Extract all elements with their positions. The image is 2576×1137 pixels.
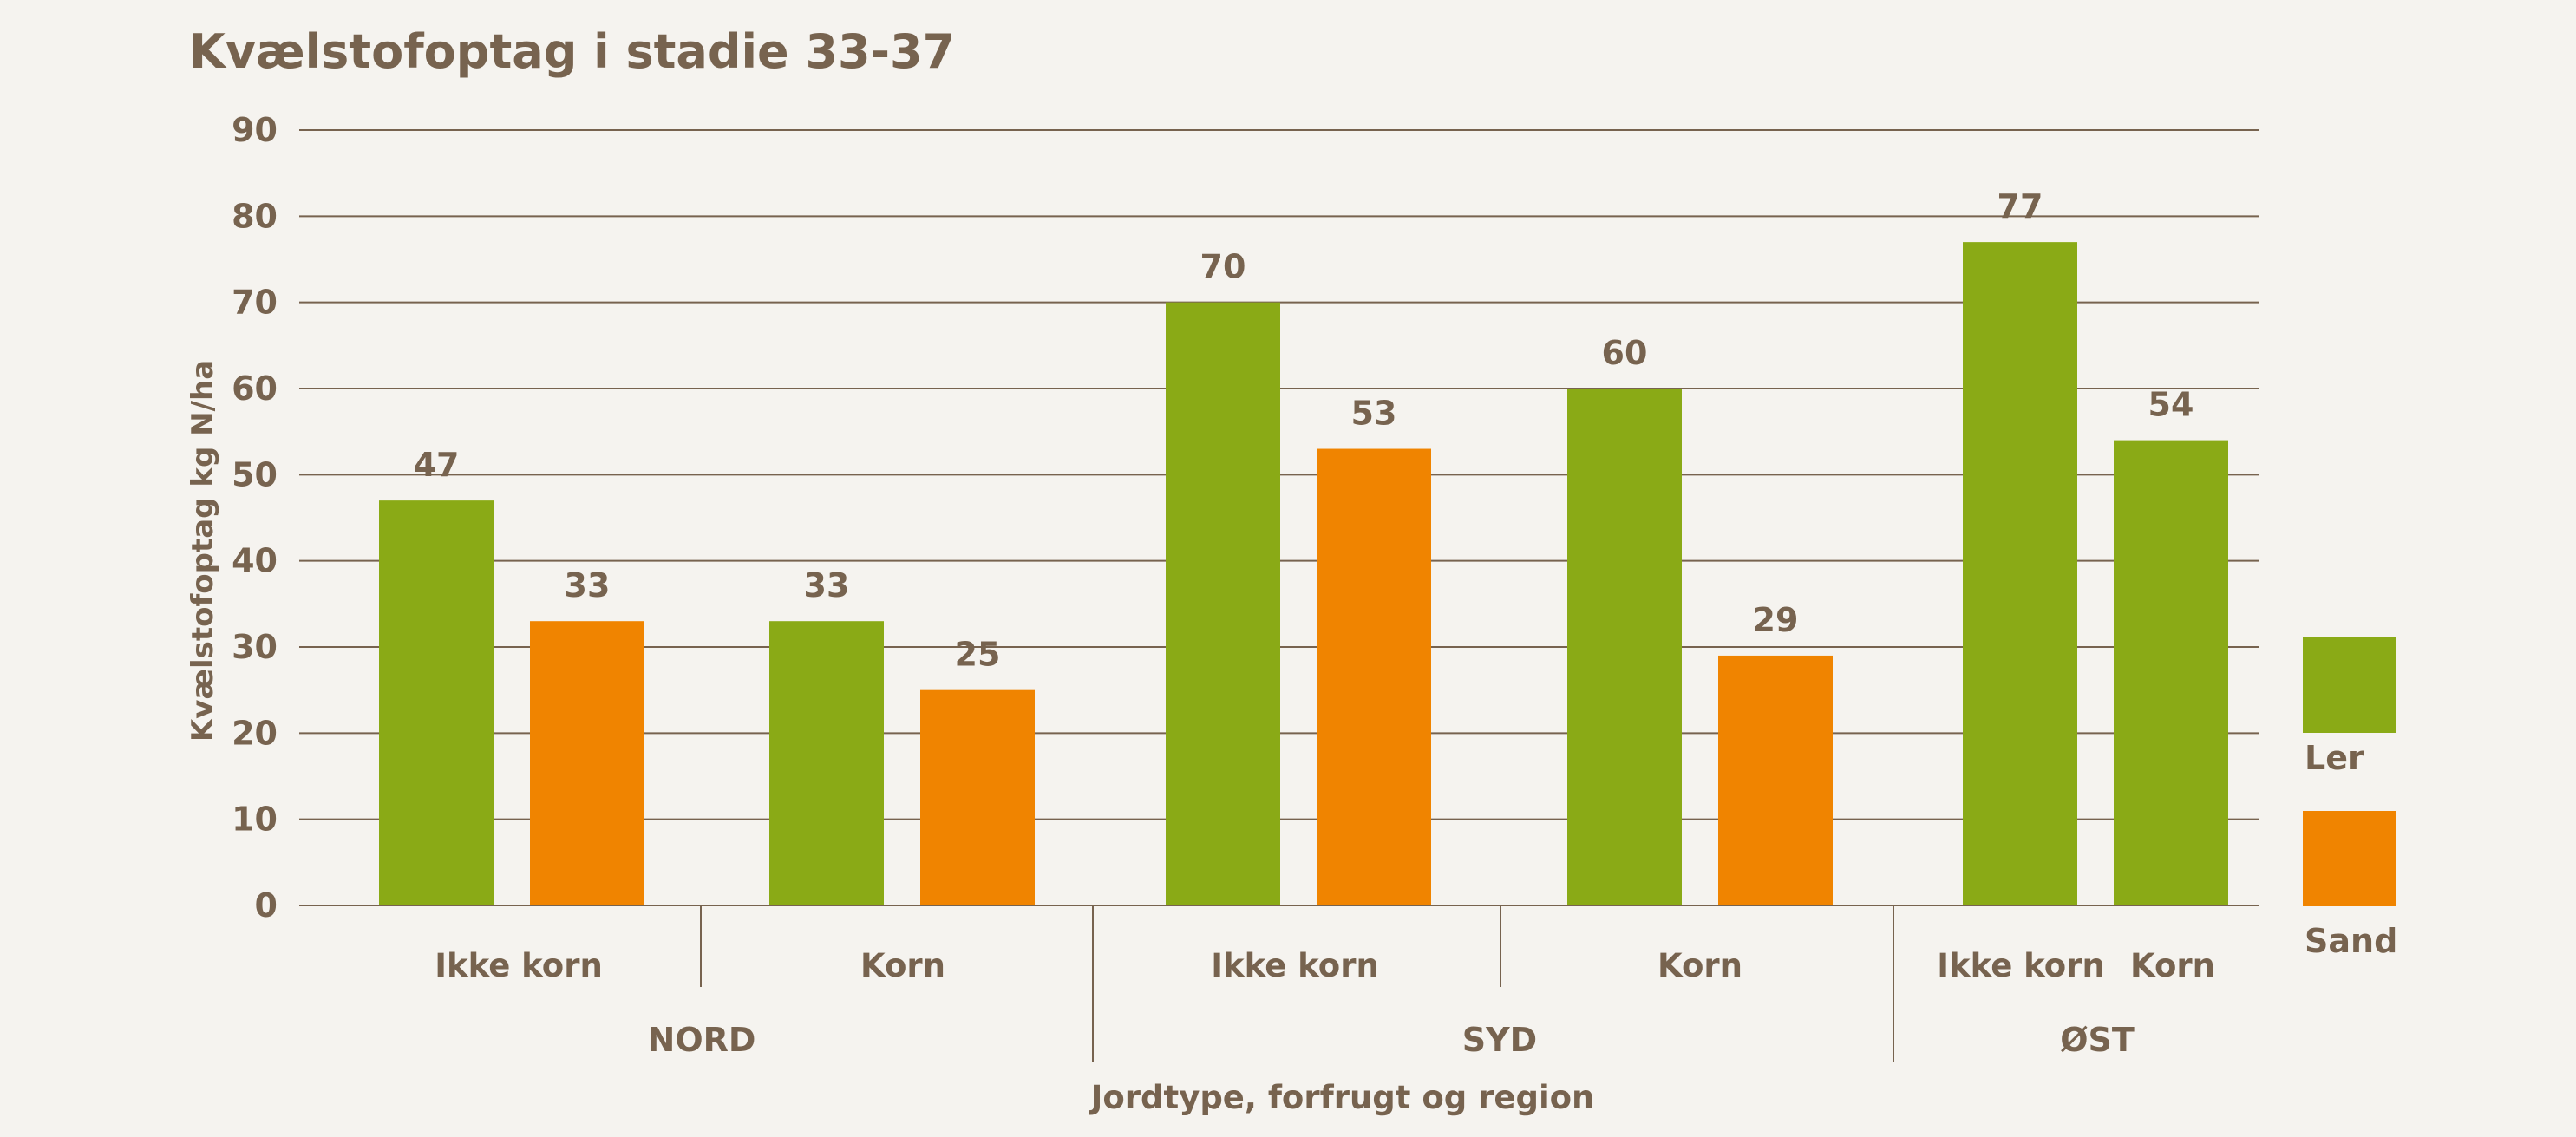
x-axis: Ikke korn Korn Ikke korn Korn Ikke korn Korn N… — [435, 905, 2215, 1062]
chart-title: Kvælstofoptag i stadie 33-37 — [189, 24, 955, 79]
bar-ler — [379, 500, 494, 905]
y-tick-label: 80 — [232, 197, 278, 235]
category-label: Korn — [2130, 947, 2215, 984]
data-label-ler: 33 — [804, 566, 850, 604]
y-axis-ticks: 0 10 20 30 40 50 60 70 80 90 — [232, 111, 278, 925]
data-label-ler: 77 — [1997, 187, 2043, 225]
bars — [379, 242, 2228, 906]
y-tick-label: 10 — [232, 800, 278, 839]
bar-sand — [1718, 655, 1833, 905]
legend-swatch-ler — [2303, 637, 2396, 733]
data-label-sand: 33 — [565, 566, 611, 604]
category-label: Ikke korn — [435, 947, 603, 984]
legend-label-sand: Sand — [2305, 922, 2397, 960]
bar-ler — [1567, 389, 1682, 905]
data-label-sand: 29 — [1753, 601, 1799, 639]
data-label-sand: 25 — [955, 636, 1001, 674]
y-tick-label: 90 — [232, 111, 278, 149]
data-label-ler: 60 — [1602, 334, 1648, 372]
legend-label-ler: Ler — [2305, 739, 2364, 777]
category-label: Ikke korn — [1937, 947, 2105, 984]
category-label: Korn — [1657, 947, 1742, 984]
bar-sand — [920, 689, 1035, 905]
category-label: Korn — [860, 947, 945, 984]
y-axis-title: Kvælstofoptag kg N/ha — [186, 360, 220, 742]
bar-ler — [1166, 302, 1280, 906]
y-tick-label: 50 — [232, 455, 278, 493]
bar-ler — [2114, 440, 2228, 906]
data-label-ler: 70 — [1200, 248, 1246, 286]
y-tick-label: 30 — [232, 628, 278, 666]
bar-sand — [1317, 448, 1431, 905]
bar-ler — [769, 621, 884, 905]
data-label-ler: 47 — [414, 446, 460, 484]
y-tick-label: 70 — [232, 284, 278, 322]
legend: Ler Sand — [2303, 637, 2397, 960]
data-labels: 47 33 70 60 77 54 33 25 53 29 — [414, 187, 2194, 674]
region-label: ØST — [2060, 1021, 2135, 1059]
data-label-ler: 54 — [2148, 386, 2194, 424]
x-axis-title: Jordtype, forfrugt og region — [1089, 1079, 1595, 1116]
y-tick-label: 40 — [232, 542, 278, 580]
legend-swatch-sand — [2303, 811, 2396, 906]
region-label: SYD — [1462, 1021, 1537, 1059]
y-tick-label: 0 — [255, 886, 278, 925]
region-label: NORD — [648, 1021, 756, 1059]
bar-ler — [1963, 242, 2077, 906]
category-label: Ikke korn — [1211, 947, 1379, 984]
y-tick-label: 60 — [232, 369, 278, 408]
bar-sand — [530, 621, 644, 905]
data-label-sand: 53 — [1351, 395, 1397, 433]
y-tick-label: 20 — [232, 714, 278, 752]
